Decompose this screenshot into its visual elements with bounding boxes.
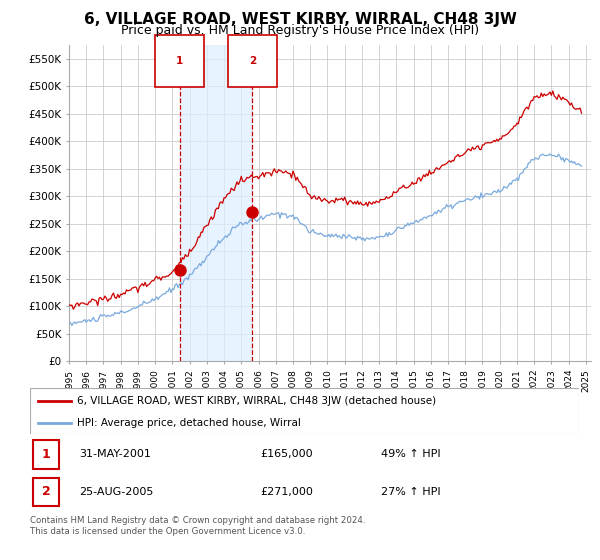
Text: 27% ↑ HPI: 27% ↑ HPI: [382, 487, 441, 497]
Text: 25-AUG-2005: 25-AUG-2005: [79, 487, 154, 497]
Text: £165,000: £165,000: [260, 449, 313, 459]
Text: Contains HM Land Registry data © Crown copyright and database right 2024.
This d: Contains HM Land Registry data © Crown c…: [30, 516, 365, 536]
Text: 1: 1: [176, 57, 183, 66]
Text: Price paid vs. HM Land Registry's House Price Index (HPI): Price paid vs. HM Land Registry's House …: [121, 24, 479, 36]
Text: £271,000: £271,000: [260, 487, 313, 497]
Text: 49% ↑ HPI: 49% ↑ HPI: [382, 449, 441, 459]
Text: 6, VILLAGE ROAD, WEST KIRBY, WIRRAL, CH48 3JW (detached house): 6, VILLAGE ROAD, WEST KIRBY, WIRRAL, CH4…: [77, 396, 436, 406]
Text: 2: 2: [41, 486, 50, 498]
Bar: [179, 45, 253, 361]
FancyBboxPatch shape: [33, 440, 59, 469]
Text: 31-MAY-2001: 31-MAY-2001: [79, 449, 151, 459]
Text: 2: 2: [249, 57, 256, 66]
Text: HPI: Average price, detached house, Wirral: HPI: Average price, detached house, Wirr…: [77, 418, 301, 427]
Text: 1: 1: [41, 447, 50, 461]
FancyBboxPatch shape: [30, 388, 579, 434]
Text: 6, VILLAGE ROAD, WEST KIRBY, WIRRAL, CH48 3JW: 6, VILLAGE ROAD, WEST KIRBY, WIRRAL, CH4…: [83, 12, 517, 27]
FancyBboxPatch shape: [33, 478, 59, 506]
